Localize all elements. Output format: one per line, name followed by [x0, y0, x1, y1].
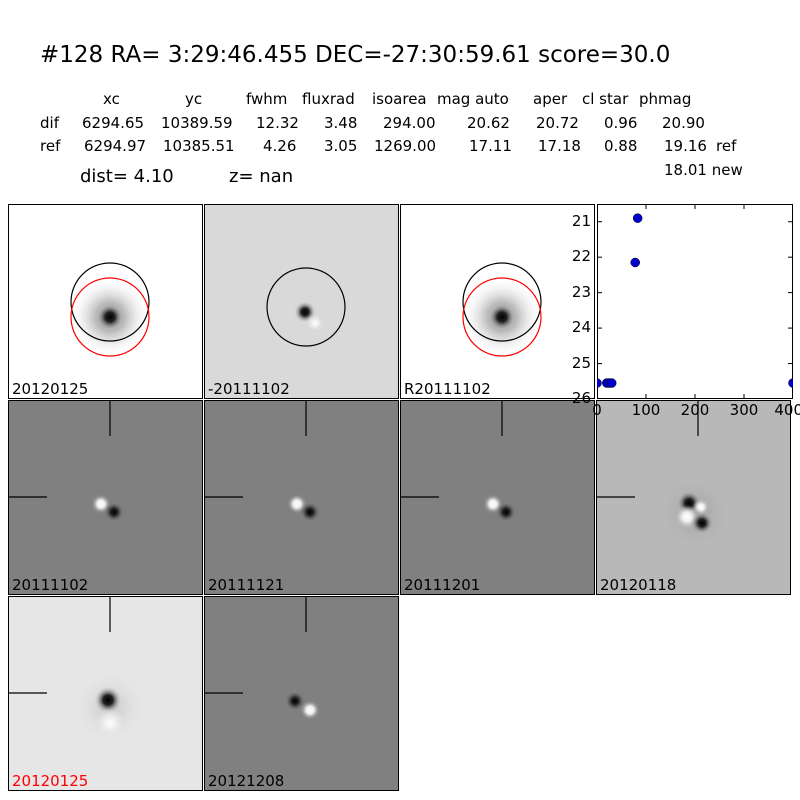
col-fluxrad: fluxrad — [302, 90, 355, 108]
row-dif-phmag: 20.90 — [662, 114, 705, 132]
row-ref-fluxrad: 3.05 — [324, 137, 358, 155]
col-mag-auto: mag auto — [437, 90, 509, 108]
x-tick-label: 200 — [680, 401, 710, 419]
col-phmag: phmag — [639, 90, 692, 108]
row-dif-mag-auto: 20.62 — [467, 114, 510, 132]
stamp-panel-8: 20121208 — [204, 596, 399, 791]
stamp-label: R20111102 — [404, 380, 491, 398]
stamp-label: 20111201 — [404, 576, 481, 594]
row-ref-aper: 17.18 — [538, 137, 581, 155]
stamp-label: 20121208 — [208, 772, 285, 790]
y-tick-label: 21 — [571, 211, 591, 230]
stamp-label: 20120125 — [12, 772, 89, 790]
stamp-image — [597, 401, 733, 551]
row-dif-isoarea: 294.00 — [383, 114, 436, 132]
data-point — [630, 257, 640, 268]
stamp-label: 20120118 — [600, 576, 677, 594]
y-tick-label: 23 — [571, 282, 591, 301]
stamp-image — [462, 262, 542, 357]
stamp-image — [9, 597, 146, 743]
row-ref-phmag: 19.16 — [664, 137, 707, 155]
stamp-panel-7: 20120125 — [8, 596, 203, 791]
stamp-image — [205, 597, 320, 720]
z-readout: z= nan — [229, 166, 294, 187]
row-dif-cl-star: 0.96 — [604, 114, 638, 132]
col-aper: aper — [533, 90, 568, 108]
row-ref-label: ref — [40, 137, 61, 155]
light-curve-chart — [597, 204, 793, 399]
y-tick-label: 25 — [571, 353, 591, 372]
stamp-image — [70, 262, 150, 357]
stamp-panel-3: 20111102 — [8, 400, 203, 595]
x-tick-label: 300 — [729, 401, 759, 419]
data-point — [597, 378, 602, 388]
row-ref-cl-star: 0.88 — [604, 137, 638, 155]
row-dif-fwhm: 12.32 — [256, 114, 299, 132]
stamp-panel-2: R20111102 — [400, 204, 595, 399]
row-dif-yc: 10389.59 — [161, 114, 233, 132]
row-ref-suffix: ref — [716, 137, 737, 155]
chart-frame — [597, 204, 793, 399]
row-dif-aper: 20.72 — [536, 114, 579, 132]
col-xc: xc — [103, 90, 120, 108]
stamp-label: 20111102 — [12, 576, 89, 594]
y-tick-label: 24 — [571, 318, 591, 337]
stamp-image — [266, 267, 346, 347]
col-yc: yc — [185, 90, 203, 108]
row-ref-isoarea: 1269.00 — [374, 137, 437, 155]
stamp-image — [205, 401, 320, 522]
row-ref-yc: 10385.51 — [163, 137, 235, 155]
x-tick-label: 0 — [592, 401, 602, 419]
col-cl-star: cl star — [582, 90, 629, 108]
y-tick-label: 26 — [571, 389, 591, 407]
stamp-label: 20111121 — [208, 576, 285, 594]
dist-readout: dist= 4.10 — [80, 166, 174, 187]
x-tick-label: 100 — [631, 401, 661, 419]
stamp-panel-6: 20120118 — [596, 400, 791, 595]
data-point — [788, 378, 793, 388]
new-phmag: 18.01 new — [664, 161, 743, 179]
col-isoarea: isoarea — [372, 90, 427, 108]
row-ref-mag-auto: 17.11 — [469, 137, 512, 155]
row-ref-fwhm: 4.26 — [263, 137, 297, 155]
page-title: #128 RA= 3:29:46.455 DEC=-27:30:59.61 sc… — [40, 42, 671, 68]
data-point — [632, 213, 643, 223]
row-ref-xc: 6294.97 — [84, 137, 147, 155]
data-point — [606, 378, 617, 388]
stamp-panel-1: -20111102 — [204, 204, 399, 399]
row-dif-fluxrad: 3.48 — [324, 114, 358, 132]
stamp-panel-4: 20111121 — [204, 400, 399, 595]
y-tick-label: 22 — [571, 247, 591, 266]
stamp-label: 20120125 — [12, 380, 89, 398]
stamp-panel-5: 20111201 — [400, 400, 595, 595]
row-dif-label: dif — [40, 114, 59, 132]
stamp-image — [401, 401, 516, 522]
stamp-image — [9, 401, 124, 522]
stamp-label: -20111102 — [208, 380, 290, 398]
col-fwhm: fwhm — [246, 90, 288, 108]
row-dif-xc: 6294.65 — [82, 114, 145, 132]
stamp-panel-0: 20120125 — [8, 204, 203, 399]
x-tick-label: 400 — [774, 401, 800, 419]
